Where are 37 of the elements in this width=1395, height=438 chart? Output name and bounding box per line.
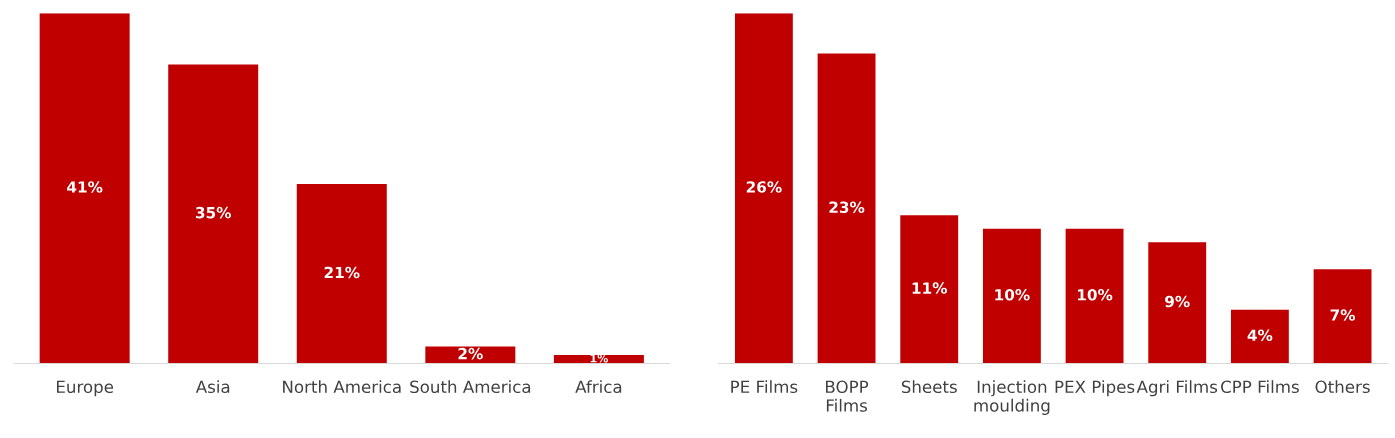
bar	[900, 215, 959, 364]
bar	[1148, 242, 1207, 364]
x-tick-label: Injection moulding	[974, 380, 1050, 415]
x-tick-label: South America	[410, 380, 531, 394]
x-tick-label: Others	[1315, 380, 1370, 394]
x-tick-label: PE Films	[731, 380, 798, 394]
bar	[296, 184, 387, 364]
data-label: 10%	[1078, 289, 1113, 301]
data-label: 2%	[458, 347, 483, 360]
bar	[982, 228, 1041, 364]
x-tick-label: BOPP Films	[826, 380, 869, 412]
data-label: 4%	[1247, 329, 1273, 342]
bar	[1313, 269, 1372, 364]
bar	[817, 53, 876, 364]
bar	[734, 13, 793, 364]
x-tick-label: CPP Films	[1221, 380, 1299, 394]
bar	[168, 64, 259, 364]
data-label: 10%	[995, 289, 1030, 301]
x-tick-label: Agri Films	[1136, 380, 1218, 397]
x-tick-label: Africa	[575, 380, 622, 394]
bar	[425, 346, 516, 364]
x-tick-label: PEX Pipes	[1055, 380, 1135, 397]
x-tick-label: North America	[283, 380, 401, 394]
x-tick-label: Sheets	[901, 380, 957, 394]
data-label: 23%	[829, 201, 865, 213]
data-label: 41%	[67, 181, 103, 193]
data-label: 11%	[912, 282, 948, 294]
x-tick-label: Asia	[195, 380, 230, 394]
data-label: 35%	[195, 206, 232, 219]
bar	[39, 13, 130, 364]
data-label: 9%	[1165, 295, 1190, 308]
data-label: 26%	[746, 181, 782, 193]
data-label: 21%	[324, 266, 360, 279]
bar	[1230, 309, 1289, 364]
x-tick-label: Europe	[56, 380, 114, 397]
data-label: 7%	[1330, 309, 1356, 321]
bar	[1065, 228, 1124, 364]
